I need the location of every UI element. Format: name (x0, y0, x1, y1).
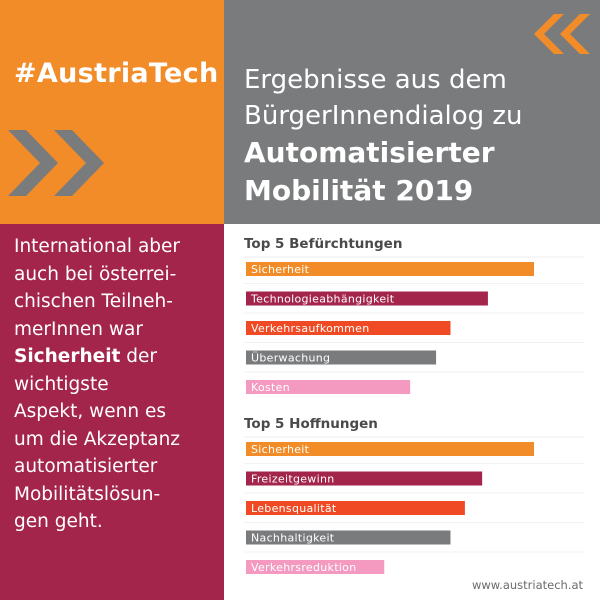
website-url: www.austriatech.at (472, 578, 584, 592)
bar-label: Kosten (251, 381, 290, 394)
message-line: auch bei österrei- (14, 263, 177, 285)
bar-label: Nachhaltigkeit (251, 532, 335, 545)
message-line: gen geht. (14, 511, 103, 532)
bar-label: Lebensqualität (251, 502, 337, 515)
bar (246, 560, 385, 574)
bar-label: Verkehrsaufkommen (251, 322, 370, 335)
bar-label: Freizeitgewinn (251, 473, 335, 486)
key-message: International aber auch bei österrei- ch… (14, 233, 219, 536)
bar-label: Überwachung (251, 352, 330, 365)
message-line-rest: der (120, 346, 157, 367)
bar (246, 262, 534, 276)
bar (246, 530, 451, 545)
message-line: um die Akzeptanz (14, 428, 181, 450)
double-chevron-left-icon (534, 14, 590, 54)
bar (246, 442, 534, 456)
grey-panel (224, 0, 600, 224)
message-line: International aber (14, 236, 181, 257)
chart-title: Top 5 Hoffnungen (244, 416, 378, 432)
message-line: wichtigste (14, 373, 109, 395)
message-line: chischen Teilneh- (14, 291, 173, 312)
magenta-panel (0, 224, 224, 600)
bar (246, 471, 483, 486)
bar-label: Verkehrsreduktion (251, 561, 356, 574)
title-line-1: Ergebnisse aus dem (244, 65, 507, 95)
chart-title: Top 5 Befürchtungen (244, 236, 402, 252)
orange-panel (0, 0, 224, 224)
message-line: Aspekt, wenn es (14, 401, 167, 422)
hashtag: #AustriaTech (14, 58, 219, 89)
double-chevron-right-icon (8, 130, 104, 196)
title-intro: Ergebnisse aus dem BürgerInnendialog zu (244, 62, 523, 134)
bar-charts: Top 5 Befürchtungen Sicherheit Technologie… (244, 236, 584, 574)
bar (246, 501, 465, 515)
bar-label: Technologieabhängigkeit (250, 293, 395, 306)
bar (246, 291, 488, 306)
title-line-2: BürgerInnendialog zu (244, 101, 523, 131)
bar (246, 350, 437, 365)
message-line: Sicherheit der (14, 343, 219, 371)
bar-label: Sicherheit (251, 443, 310, 456)
bar (246, 380, 411, 394)
title-line-4: Mobilität 2019 (244, 174, 474, 207)
message-line: merInnen war (14, 318, 143, 340)
message-line: automatisierter (14, 456, 158, 477)
message-highlight: Sicherheit (14, 346, 121, 367)
title-line-3: Automatisierter (244, 136, 495, 169)
message-line: Mobilitätslösun- (14, 483, 161, 505)
bar (246, 321, 451, 335)
bar-label: Sicherheit (251, 263, 310, 276)
title-main: Automatisierter Mobilität 2019 (244, 134, 495, 210)
